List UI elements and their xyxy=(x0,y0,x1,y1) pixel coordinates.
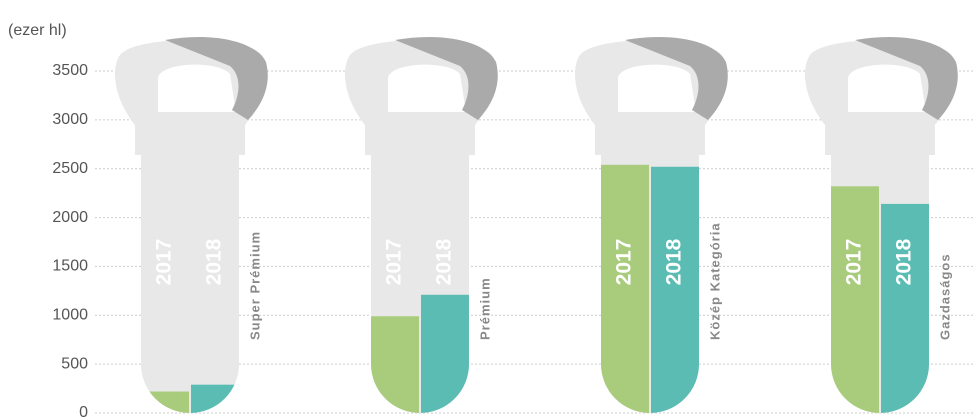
y-tick-label: 3000 xyxy=(52,111,88,128)
opener-hole xyxy=(388,65,466,112)
bar xyxy=(651,167,699,413)
category-label: Közép Kategória xyxy=(707,222,722,340)
series-label: 2017 xyxy=(383,239,406,286)
series-label: 2017 xyxy=(613,239,636,286)
y-tick-label: 3500 xyxy=(52,62,88,79)
y-axis-label: (ezer hl) xyxy=(8,22,67,39)
y-tick-label: 0 xyxy=(79,404,88,419)
opener-hole xyxy=(848,65,926,112)
bar xyxy=(371,316,419,413)
category-label: Prémium xyxy=(477,277,492,340)
bar xyxy=(421,295,469,413)
chart: (ezer hl) 0 500 1000 1500 2000 2500 3000 3500 20… xyxy=(0,0,975,419)
series-label: 2017 xyxy=(153,239,176,286)
opener-hole xyxy=(618,65,696,112)
series-label: 2018 xyxy=(663,238,686,285)
y-tick-label: 1500 xyxy=(52,258,88,275)
y-tick-label: 1000 xyxy=(52,307,88,324)
opener-hole xyxy=(158,65,236,112)
series-label: 2017 xyxy=(843,239,866,286)
bar xyxy=(191,385,239,413)
y-tick-label: 2000 xyxy=(52,209,88,226)
category-label: Gazdaságos xyxy=(937,253,952,340)
y-tick-label: 2500 xyxy=(52,160,88,177)
opener xyxy=(115,37,268,413)
y-tick-label: 500 xyxy=(61,355,88,372)
category-label: Super Prémium xyxy=(247,231,262,340)
series-label: 2018 xyxy=(203,238,226,285)
series-label: 2018 xyxy=(893,238,916,285)
bar xyxy=(141,392,189,413)
bar xyxy=(881,204,929,413)
series-label: 2018 xyxy=(433,238,456,285)
bar xyxy=(831,186,879,413)
bar xyxy=(601,165,649,413)
